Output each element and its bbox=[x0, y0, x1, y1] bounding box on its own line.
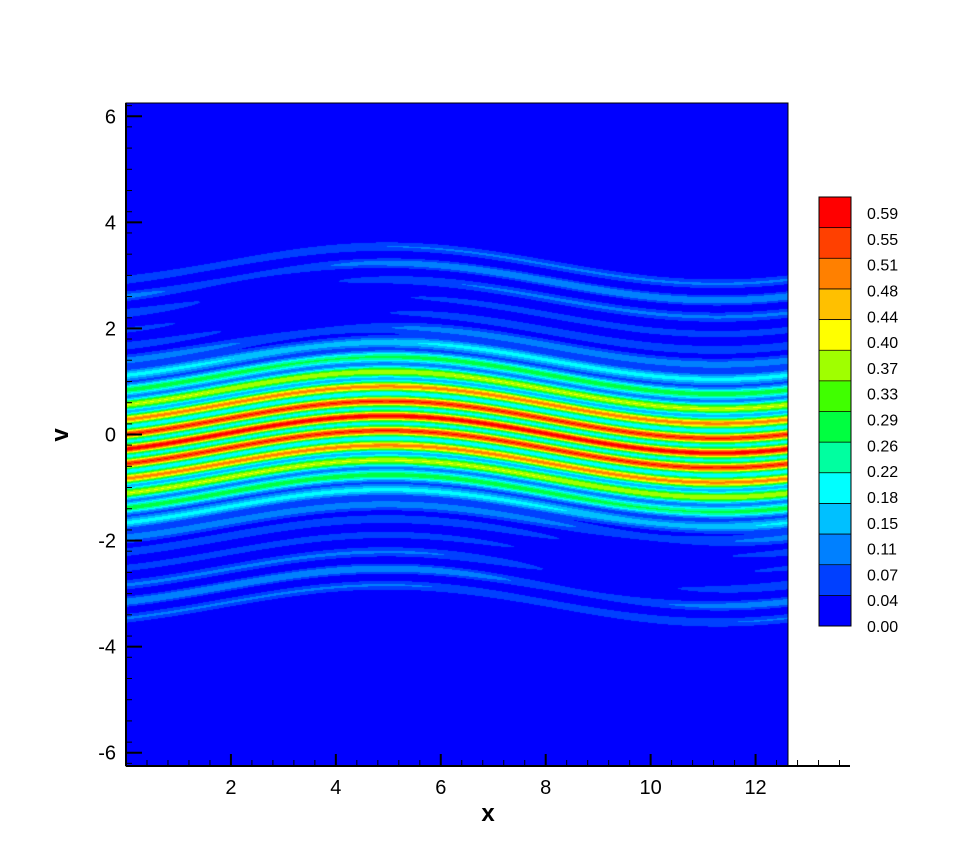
colorbar-swatch bbox=[819, 411, 851, 443]
colorbar-swatch bbox=[819, 288, 851, 321]
y-tick-label: 6 bbox=[105, 106, 116, 128]
x-axis-title: x bbox=[481, 800, 495, 827]
colorbar-swatch bbox=[819, 258, 851, 290]
colorbar-swatch bbox=[819, 564, 851, 596]
y-tick-label: 2 bbox=[105, 318, 116, 340]
x-tick-label: 4 bbox=[330, 777, 341, 799]
colorbar-label: 0.55 bbox=[867, 232, 898, 249]
colorbar-swatch bbox=[819, 380, 851, 412]
x-tick-label: 2 bbox=[225, 777, 236, 799]
colorbar-label: 0.04 bbox=[867, 593, 898, 610]
colorbar-label: 0.37 bbox=[867, 361, 898, 378]
colorbar-swatch bbox=[819, 442, 851, 474]
contour-field bbox=[126, 103, 788, 766]
y-tick-label: -4 bbox=[98, 637, 116, 659]
colorbar-label: 0.00 bbox=[867, 619, 898, 636]
colorbar-label: 0.51 bbox=[867, 258, 898, 275]
colorbar-swatch bbox=[819, 227, 851, 259]
y-tick-label: -6 bbox=[98, 743, 116, 765]
plot-area bbox=[125, 102, 789, 767]
colorbar-label: 0.15 bbox=[867, 516, 898, 533]
colorbar-label: 0.48 bbox=[867, 283, 898, 300]
colorbar-label: 0.07 bbox=[867, 567, 898, 584]
colorbar-swatch bbox=[819, 472, 851, 504]
colorbar-swatch bbox=[819, 534, 851, 566]
colorbar-label: 0.59 bbox=[867, 206, 898, 223]
colorbar-swatch bbox=[819, 595, 851, 627]
y-axis-title: v bbox=[47, 428, 74, 442]
colorbar-label: 0.40 bbox=[867, 335, 898, 352]
axes: 2 4 6 8 10 12 -6 -4 -2 0 2 4 6 bbox=[98, 103, 850, 799]
colorbar-swatch bbox=[819, 503, 851, 535]
colorbar-label: 0.29 bbox=[867, 413, 898, 430]
colorbar-swatch bbox=[819, 319, 851, 351]
x-tick-label: 10 bbox=[640, 777, 662, 799]
colorbar-label: 0.11 bbox=[867, 542, 897, 559]
colorbar-swatch bbox=[819, 350, 851, 382]
y-tick-label: -2 bbox=[98, 531, 116, 553]
y-tick-label: 0 bbox=[105, 425, 116, 447]
colorbar-label: 0.22 bbox=[867, 464, 898, 481]
colorbar: 0.59 0.55 0.51 0.48 0.44 0.40 0.37 0.33 0.29 0.26… bbox=[818, 196, 898, 636]
colorbar-frame bbox=[818, 196, 852, 627]
y-tick-label: 4 bbox=[105, 212, 116, 234]
x-tick-label: 12 bbox=[744, 777, 766, 799]
colorbar-label: 0.33 bbox=[867, 387, 898, 404]
colorbar-label: 0.18 bbox=[867, 490, 898, 507]
x-tick-label: 6 bbox=[435, 777, 446, 799]
colorbar-swatch bbox=[819, 197, 851, 229]
colorbar-label: 0.44 bbox=[867, 309, 898, 326]
colorbar-label: 0.26 bbox=[867, 438, 898, 455]
x-tick-label: 8 bbox=[540, 777, 551, 799]
